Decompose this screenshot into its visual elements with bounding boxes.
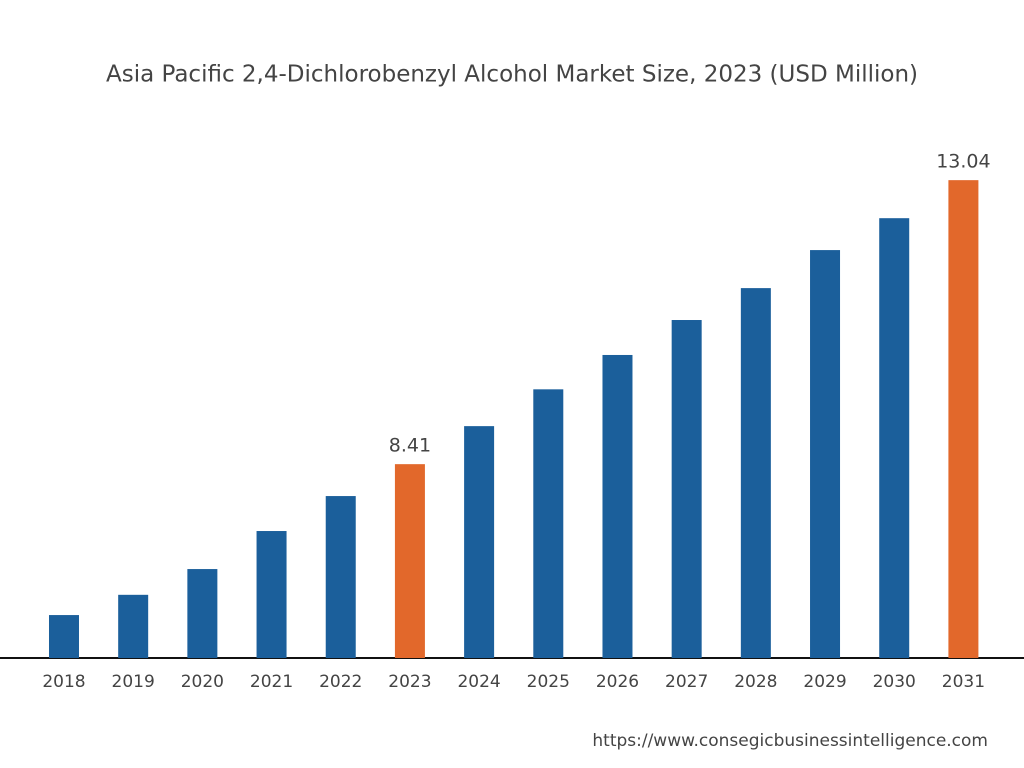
bar — [256, 531, 287, 658]
source-url: https://www.consegicbusinessintelligence… — [592, 731, 988, 751]
x-tick-label: 2027 — [665, 672, 708, 692]
x-tick-label: 2025 — [527, 672, 570, 692]
bar — [464, 426, 495, 658]
bar — [533, 389, 564, 658]
x-tick-label: 2018 — [42, 672, 85, 692]
bar — [325, 496, 356, 658]
bar — [187, 569, 218, 658]
bar — [740, 288, 771, 658]
bar — [118, 594, 149, 658]
bar — [602, 354, 633, 658]
chart-title: Asia Pacific 2,4-Dichlorobenzyl Alcohol … — [106, 62, 918, 88]
bar — [948, 180, 979, 658]
x-tick-label: 2029 — [803, 672, 846, 692]
x-tick-label: 2022 — [319, 672, 362, 692]
x-tick-label: 2020 — [181, 672, 224, 692]
bar — [394, 464, 425, 658]
bar — [671, 320, 702, 658]
bar — [879, 218, 910, 658]
bar — [810, 250, 841, 658]
x-tick-label: 2028 — [734, 672, 777, 692]
value-label: 13.04 — [936, 151, 990, 173]
x-tick-label: 2030 — [873, 672, 916, 692]
x-tick-label: 2023 — [388, 672, 431, 692]
x-tick-label: 2026 — [596, 672, 639, 692]
x-tick-label: 2031 — [942, 672, 985, 692]
x-tick-label: 2019 — [112, 672, 155, 692]
bar — [48, 615, 79, 658]
x-tick-label: 2021 — [250, 672, 293, 692]
value-label: 8.41 — [389, 435, 431, 457]
x-tick-label: 2024 — [457, 672, 500, 692]
